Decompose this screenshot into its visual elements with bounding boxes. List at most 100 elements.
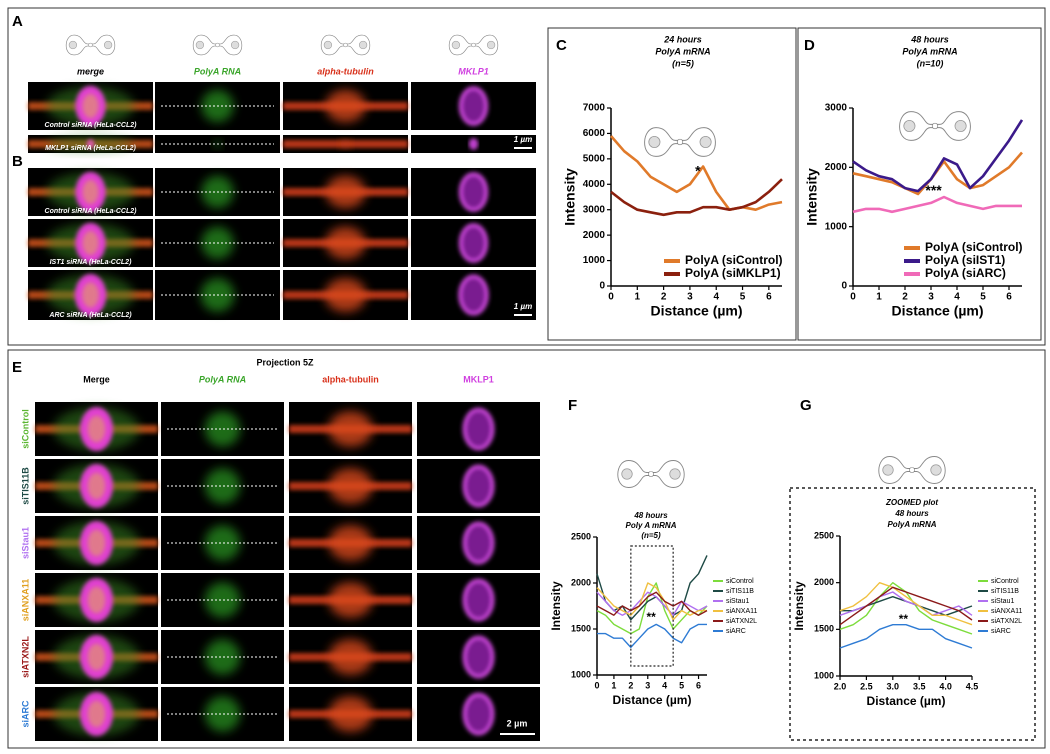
green-signal bbox=[204, 525, 241, 561]
y-tick-label: 3000 bbox=[825, 103, 848, 114]
panel-letter: C bbox=[556, 37, 567, 54]
nucleus bbox=[882, 464, 894, 476]
zoom-frame bbox=[789, 487, 1036, 741]
y-tick-label: 3000 bbox=[583, 204, 606, 215]
x-tick-label: 3.0 bbox=[887, 681, 900, 691]
cell-icon bbox=[65, 34, 116, 56]
x-tick-label: 1 bbox=[611, 680, 616, 690]
series-line bbox=[596, 582, 708, 635]
chart-title: PolyA mRNA bbox=[655, 46, 710, 56]
x-axis-label: Distance (µm) bbox=[891, 303, 983, 319]
x-axis-label: Distance (µm) bbox=[650, 303, 742, 319]
midbody-core bbox=[87, 472, 106, 500]
row-label: siTIS11B bbox=[20, 467, 30, 505]
mklp1-ring bbox=[462, 521, 495, 565]
x-tick-label: 0 bbox=[608, 292, 614, 303]
x-tick-label: 5 bbox=[740, 292, 746, 303]
y-axis-label: Intensity bbox=[562, 168, 578, 226]
x-tick-label: 6 bbox=[766, 292, 772, 303]
image-label: Control siRNA (HeLa-CCL2) bbox=[45, 122, 138, 129]
y-tick-label: 2500 bbox=[814, 530, 834, 540]
midbody bbox=[676, 138, 684, 146]
mklp1-ring bbox=[458, 223, 489, 263]
chart-title: 48 hours bbox=[633, 511, 668, 520]
tubulin-bulge bbox=[328, 411, 373, 447]
legend-label: siStau1 bbox=[991, 598, 1014, 605]
panel-title: Projection 5Z bbox=[256, 357, 314, 367]
legend-label: PolyA (siMKLP1) bbox=[685, 266, 781, 280]
cell-icon bbox=[192, 34, 243, 56]
chart-title: ZOOMED plot bbox=[885, 498, 938, 507]
x-tick-label: 3 bbox=[645, 680, 650, 690]
x-tick-label: 4.5 bbox=[966, 681, 979, 691]
green-signal bbox=[204, 582, 241, 618]
chart-title: (n=5) bbox=[672, 58, 694, 68]
image-label: ARC siRNA (HeLa-CCL2) bbox=[48, 312, 132, 319]
chart-title: Poly A mRNA bbox=[626, 521, 677, 530]
series-line bbox=[839, 582, 973, 626]
midbody-core bbox=[87, 586, 106, 614]
green-signal bbox=[204, 639, 241, 675]
x-tick-label: 4 bbox=[713, 292, 719, 303]
mklp1-ring bbox=[462, 407, 495, 451]
nucleus bbox=[903, 119, 916, 133]
column-label: PolyA RNA bbox=[199, 374, 246, 384]
image-label: IST1 siRNA (HeLa-CCL2) bbox=[50, 259, 132, 266]
legend-label: PolyA (siControl) bbox=[685, 253, 783, 267]
midbody bbox=[931, 122, 939, 130]
legend-label: siStau1 bbox=[726, 598, 749, 605]
panel-letter: E bbox=[12, 359, 22, 376]
mklp1-ring bbox=[462, 464, 495, 508]
row-label: siStau1 bbox=[20, 527, 30, 559]
tubulin-bulge bbox=[328, 582, 373, 618]
legend-label: siControl bbox=[991, 578, 1019, 585]
tubulin-bulge bbox=[325, 89, 366, 123]
nucleus bbox=[669, 468, 681, 480]
midbody-core bbox=[87, 643, 106, 671]
midbody-core bbox=[82, 93, 99, 119]
nucleus bbox=[451, 40, 461, 50]
legend-label: siATXN2L bbox=[991, 618, 1022, 625]
panel-letter: F bbox=[568, 397, 577, 414]
x-tick-label: 4.0 bbox=[939, 681, 952, 691]
x-tick-label: 3.5 bbox=[913, 681, 926, 691]
nucleus bbox=[954, 119, 967, 133]
nucleus bbox=[621, 468, 633, 480]
row-label: siANXA11 bbox=[20, 579, 30, 622]
series-line bbox=[839, 586, 973, 626]
image-label: Control siRNA (HeLa-CCL2) bbox=[45, 208, 138, 215]
panel-letter: B bbox=[12, 153, 23, 170]
midbody-core bbox=[82, 230, 99, 256]
legend-label: siATXN2L bbox=[726, 618, 757, 625]
scale-label: 2 µm bbox=[507, 718, 528, 728]
x-tick-label: 2.5 bbox=[860, 681, 873, 691]
legend-label: siTIS11B bbox=[726, 588, 754, 595]
mklp1-ring bbox=[458, 274, 489, 316]
mklp1-ring bbox=[469, 138, 478, 150]
midbody bbox=[648, 471, 654, 477]
image-label: MKLP1 siRNA (HeLa-CCL2) bbox=[45, 145, 136, 152]
tubulin-bulge bbox=[340, 140, 351, 148]
nucleus bbox=[68, 40, 78, 50]
y-tick-label: 6000 bbox=[583, 128, 606, 139]
y-tick-label: 1500 bbox=[571, 623, 591, 633]
x-axis-label: Distance (µm) bbox=[613, 693, 692, 707]
chart-title: (n=5) bbox=[641, 531, 661, 540]
nucleus bbox=[648, 135, 661, 149]
green-signal bbox=[204, 411, 241, 447]
column-label: merge bbox=[77, 66, 104, 76]
zoom-window bbox=[630, 545, 674, 667]
series-line bbox=[852, 195, 1022, 214]
cell-icon bbox=[617, 460, 685, 488]
legend-label: siARC bbox=[991, 628, 1011, 635]
y-axis-label: Intensity bbox=[549, 581, 563, 631]
annotation: ** bbox=[899, 612, 909, 626]
scale-label: 1 µm bbox=[514, 135, 532, 144]
series-line bbox=[610, 178, 783, 217]
x-tick-label: 4 bbox=[954, 292, 960, 303]
tubulin-bulge bbox=[328, 639, 373, 675]
midbody-core bbox=[87, 700, 106, 728]
cell-icon bbox=[448, 34, 499, 56]
column-label: alpha-tubulin bbox=[322, 374, 379, 384]
x-tick-label: 2 bbox=[661, 292, 667, 303]
